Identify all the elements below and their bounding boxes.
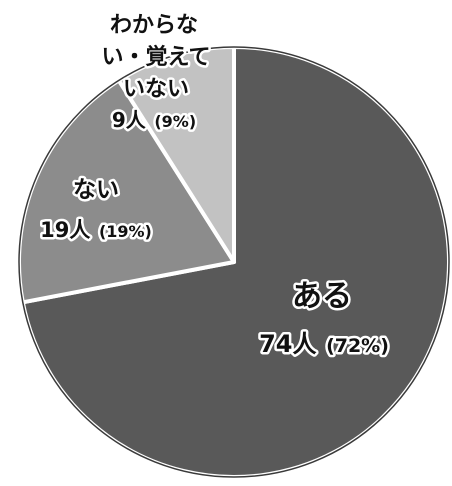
slice-percent-nai: (19%) [99, 222, 152, 241]
slice-label-wakaranai-line1: わからな [110, 13, 198, 38]
slice-count-nai: 19人 [40, 218, 90, 242]
pie-slices [17, 45, 451, 479]
slice-percent-aru: (72%) [326, 335, 389, 357]
slice-count-wakaranai: 9人 [112, 108, 147, 132]
slice-value-wakaranai: 9人 (9%) [112, 108, 196, 132]
slice-value-aru: 74人 (72%) [259, 330, 389, 358]
slice-label-nai: ない [73, 177, 119, 203]
slice-percent-wakaranai: (9%) [154, 112, 196, 131]
slice-label-wakaranai-line2: い・覚えて [102, 44, 211, 70]
slice-count-aru: 74人 [259, 330, 316, 358]
slice-label-aru: ある [292, 279, 352, 314]
slice-label-wakaranai-line3: いない [123, 77, 189, 102]
slice-value-nai: 19人 (19%) [40, 218, 152, 242]
pie-outline [18, 46, 450, 478]
